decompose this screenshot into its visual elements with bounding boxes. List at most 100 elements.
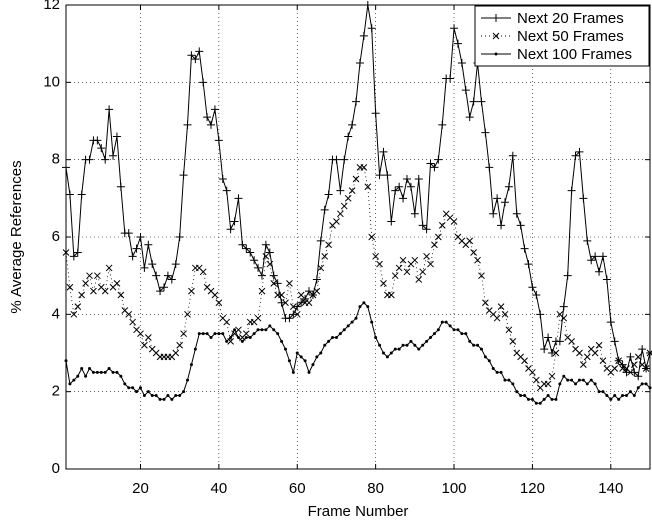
data-point xyxy=(117,291,125,299)
marker-shape xyxy=(548,349,557,357)
marker-shape xyxy=(500,198,509,207)
marker-shape xyxy=(162,397,166,401)
x-axis-label: Frame Number xyxy=(308,503,409,520)
marker-shape xyxy=(265,248,274,257)
marker-shape xyxy=(385,355,389,359)
data-point xyxy=(526,397,530,401)
marker-shape xyxy=(419,268,427,276)
marker-shape xyxy=(207,120,216,129)
data-point xyxy=(591,349,599,357)
data-point xyxy=(90,287,97,295)
marker-shape xyxy=(482,299,489,307)
data-point xyxy=(568,338,575,345)
marker-shape xyxy=(171,260,180,269)
data-point xyxy=(370,320,374,324)
marker-shape xyxy=(272,328,276,332)
data-point xyxy=(116,182,125,191)
marker-shape xyxy=(229,336,233,340)
data-point xyxy=(503,378,507,382)
data-point xyxy=(595,341,603,349)
marker-shape xyxy=(638,345,647,354)
data-point xyxy=(344,194,352,202)
marker-shape xyxy=(381,351,385,355)
marker-shape xyxy=(481,128,490,137)
data-point xyxy=(632,394,636,398)
x-tick-label: 80 xyxy=(367,480,384,497)
marker-shape xyxy=(465,113,474,122)
marker-shape xyxy=(179,171,188,180)
marker-shape xyxy=(378,343,382,347)
marker-shape xyxy=(368,233,376,241)
y-axis-label: % Average References xyxy=(8,160,25,313)
data-point xyxy=(417,347,421,351)
marker-shape xyxy=(413,343,417,347)
data-point xyxy=(470,249,477,256)
data-point xyxy=(312,275,321,284)
marker-shape xyxy=(355,59,364,67)
marker-shape xyxy=(205,332,209,336)
data-point xyxy=(524,260,533,269)
data-point xyxy=(375,171,384,180)
marker-shape xyxy=(119,374,123,378)
marker-shape xyxy=(352,97,361,106)
data-point xyxy=(297,298,306,307)
data-point xyxy=(148,260,157,269)
data-point xyxy=(217,332,221,336)
legend-label: Next 50 Frames xyxy=(517,28,624,45)
marker-shape xyxy=(559,302,568,311)
data-point xyxy=(566,378,570,382)
marker-shape xyxy=(532,376,540,384)
marker-shape xyxy=(350,320,354,324)
data-point xyxy=(368,233,376,241)
marker-shape xyxy=(485,163,494,172)
data-point xyxy=(289,310,298,319)
marker-shape xyxy=(242,244,251,253)
data-point xyxy=(69,252,78,261)
data-point xyxy=(436,328,440,332)
marker-shape xyxy=(193,347,197,351)
legend-marker xyxy=(494,52,498,56)
marker-shape xyxy=(389,351,393,355)
data-point xyxy=(171,260,180,269)
data-point xyxy=(278,291,285,299)
data-point xyxy=(74,303,82,310)
data-point xyxy=(429,336,433,340)
marker-shape xyxy=(374,336,378,340)
marker-shape xyxy=(175,233,184,241)
marker-shape xyxy=(402,175,411,183)
marker-shape xyxy=(432,332,436,336)
marker-shape xyxy=(258,287,266,295)
data-point xyxy=(123,382,127,386)
marker-shape xyxy=(144,334,152,341)
marker-shape xyxy=(436,328,440,332)
data-point xyxy=(401,343,405,347)
data-point xyxy=(266,260,274,268)
data-point xyxy=(293,310,301,318)
marker-shape xyxy=(240,339,244,343)
data-point xyxy=(311,363,315,367)
data-point xyxy=(609,397,613,401)
marker-shape xyxy=(337,210,344,218)
data-point xyxy=(62,249,70,256)
marker-shape xyxy=(342,328,346,332)
data-point xyxy=(501,310,509,318)
data-point xyxy=(99,370,103,374)
marker-shape xyxy=(148,260,157,269)
marker-shape xyxy=(409,339,413,343)
marker-shape xyxy=(233,328,237,332)
marker-shape xyxy=(414,175,423,183)
marker-shape xyxy=(129,318,136,326)
marker-shape xyxy=(289,303,297,310)
data-point xyxy=(602,275,611,284)
marker-shape xyxy=(186,378,190,382)
marker-shape xyxy=(446,74,455,83)
data-point xyxy=(210,105,219,114)
data-point xyxy=(613,394,617,398)
data-point xyxy=(644,382,648,386)
marker-shape xyxy=(140,263,149,272)
marker-shape xyxy=(363,1,372,9)
marker-shape xyxy=(293,310,301,318)
marker-shape xyxy=(359,31,368,40)
marker-shape xyxy=(440,320,444,324)
data-point xyxy=(264,328,268,332)
